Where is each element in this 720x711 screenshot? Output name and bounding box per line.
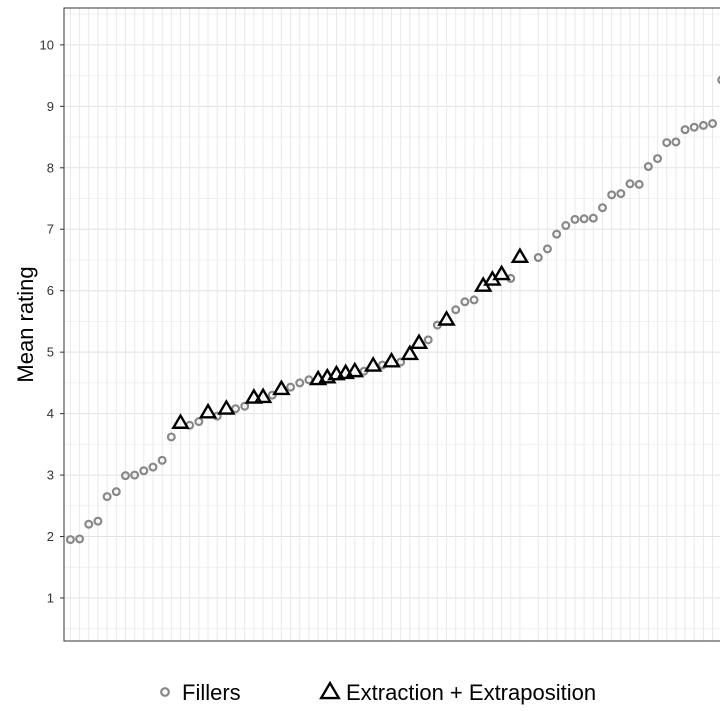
- filler-point: [469, 295, 479, 305]
- y-tick-label: 5: [47, 345, 54, 360]
- filler-point: [148, 462, 158, 472]
- filler-point: [286, 382, 296, 392]
- plot-panel-border: [63, 7, 720, 642]
- filler-point: [460, 297, 470, 307]
- extraction-extraposition-point: [171, 413, 190, 429]
- filler-point: [643, 162, 653, 172]
- legend-label-extraction-extraposition: Extraction + Extraposition: [346, 680, 596, 705]
- series-fillers: [65, 75, 720, 545]
- filler-point: [451, 305, 461, 315]
- filler-point: [552, 229, 562, 239]
- grid: [64, 8, 720, 641]
- filler-point: [533, 253, 543, 263]
- filler-point: [588, 213, 598, 223]
- filler-point: [267, 390, 277, 400]
- y-tick-label: 2: [47, 529, 54, 544]
- extraction-extraposition-point: [409, 333, 429, 350]
- filler-point: [597, 203, 607, 213]
- extraction-extraposition-point: [253, 387, 273, 404]
- y-axis-ticks: 1 2 3 4 5 6 7 8 9 10: [40, 37, 64, 605]
- filler-point: [625, 179, 635, 189]
- filler-point: [662, 138, 672, 148]
- filler-point: [689, 122, 699, 132]
- y-tick-label: 7: [47, 222, 54, 237]
- filler-point: [111, 487, 121, 497]
- filler-point: [84, 519, 94, 529]
- filler-point: [295, 378, 305, 388]
- filler-point: [93, 516, 103, 526]
- legend-marker-fillers: [160, 687, 170, 697]
- filler-point: [708, 119, 718, 129]
- filler-point: [680, 125, 690, 135]
- filler-point: [542, 244, 552, 254]
- extraction-extraposition-point: [217, 399, 236, 415]
- filler-point: [157, 455, 167, 465]
- filler-point: [570, 214, 580, 224]
- data-points: [65, 75, 720, 545]
- filler-point: [616, 189, 626, 199]
- y-tick-label: 1: [47, 590, 54, 605]
- filler-point: [75, 534, 85, 544]
- extraction-extraposition-point: [244, 388, 264, 404]
- y-tick-label: 3: [47, 468, 54, 483]
- extraction-extraposition-point: [198, 402, 218, 419]
- filler-point: [671, 137, 681, 147]
- filler-point: [653, 154, 663, 164]
- y-tick-label: 6: [47, 283, 54, 298]
- legend-item-fillers: Fillers: [160, 680, 241, 705]
- filler-point: [130, 470, 140, 480]
- y-tick-label: 10: [40, 37, 54, 52]
- extraction-extraposition-point: [345, 361, 365, 378]
- extraction-extraposition-point: [437, 309, 456, 326]
- extraction-extraposition-point: [400, 344, 420, 361]
- y-axis-title: Mean rating: [13, 266, 38, 382]
- filler-point: [194, 417, 204, 427]
- y-tick-label: 4: [47, 406, 54, 421]
- legend-label-fillers: Fillers: [182, 680, 241, 705]
- extraction-extraposition-point: [363, 356, 383, 372]
- filler-point: [65, 535, 75, 545]
- legend: Fillers Extraction + Extraposition: [160, 680, 596, 705]
- extraction-extraposition-point: [510, 247, 530, 264]
- extraction-extraposition-point: [382, 351, 401, 368]
- filler-point: [120, 471, 130, 481]
- filler-point: [423, 335, 433, 345]
- filler-point: [698, 120, 708, 130]
- series-extraction-extraposition: [171, 247, 530, 429]
- filler-point: [231, 404, 241, 414]
- filler-point: [139, 466, 149, 476]
- extraction-extraposition-point: [272, 379, 291, 396]
- filler-point: [240, 401, 250, 411]
- filler-point: [607, 190, 617, 200]
- legend-item-extraction-extraposition: Extraction + Extraposition: [319, 680, 596, 705]
- filler-point: [166, 432, 176, 442]
- filler-point: [717, 75, 720, 85]
- legend-marker-extraction-extraposition: [319, 680, 341, 700]
- y-tick-label: 9: [47, 99, 54, 114]
- filler-point: [579, 214, 589, 224]
- y-tick-label: 8: [47, 160, 54, 175]
- extraction-extraposition-point: [492, 264, 511, 281]
- filler-point: [634, 179, 644, 189]
- filler-point: [102, 492, 112, 502]
- filler-point: [561, 221, 571, 231]
